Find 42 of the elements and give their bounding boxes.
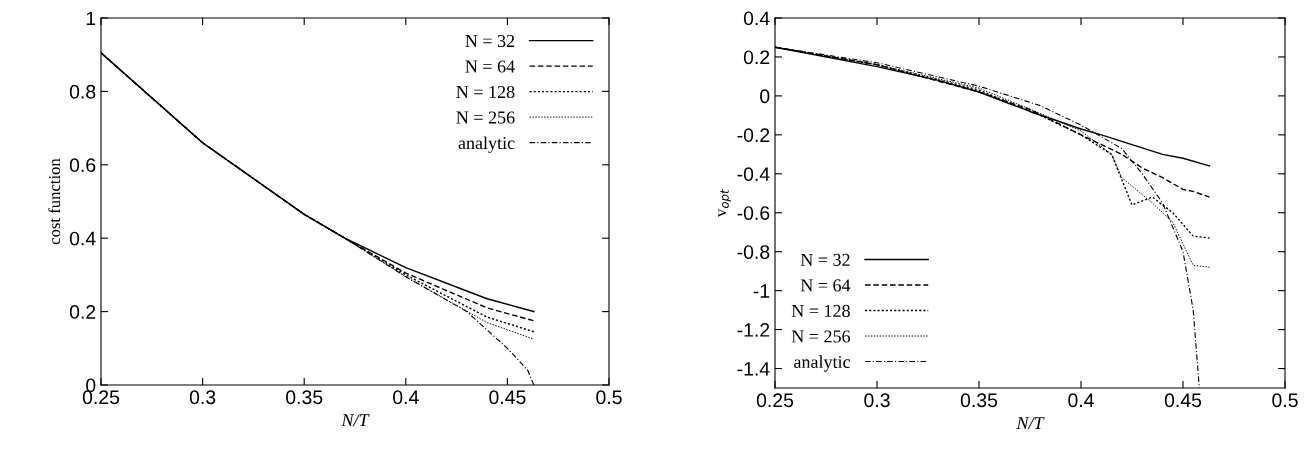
y-tick-label: -1 [753, 284, 770, 298]
y-tick-label: 0.2 [743, 50, 770, 65]
y-tick-label: 0.8 [69, 84, 96, 99]
y-tick-label: 0 [760, 89, 770, 104]
y-tick-label: -1.4 [737, 362, 770, 376]
x-tick-label: 0.25 [82, 390, 120, 405]
legend-label: N = 128 [791, 304, 850, 318]
x-tick-label: 0.35 [960, 393, 998, 408]
x-tick-label: 0.3 [189, 390, 216, 405]
y-tick-label: 0 [86, 378, 96, 393]
legend-label: N = 64 [465, 60, 515, 73]
y-tick-label: -0.2 [737, 128, 770, 143]
y-axis-title: v$_{opt}$ [718, 189, 732, 218]
legend-label: N = 128 [456, 85, 515, 99]
y-axis-title: cost function [48, 158, 61, 245]
x-tick-label: 0.25 [756, 393, 794, 408]
x-tick-label: 0.5 [596, 390, 622, 405]
y-tick-label: 0.4 [743, 11, 770, 26]
x-tick-label: 0.35 [286, 390, 323, 405]
legend-label: N = 64 [800, 279, 851, 292]
y-tick-label: -0.8 [737, 245, 770, 259]
y-tick-label: -1.2 [737, 323, 770, 337]
legend-label: analytic [794, 355, 851, 372]
legend-label: N = 256 [456, 111, 515, 124]
y-tick-label: -0.4 [737, 167, 770, 182]
x-tick-label: 0.4 [393, 390, 419, 405]
x-axis-title: N/T [1016, 417, 1045, 430]
x-axis-title: N/T [341, 414, 370, 427]
y-tick-label: 0.2 [69, 305, 96, 319]
x-tick-label: 0.4 [1068, 393, 1094, 408]
legend-label: N = 32 [465, 34, 515, 48]
x-tick-label: 0.45 [1164, 393, 1202, 408]
x-tick-label: 0.45 [489, 390, 526, 405]
x-tick-label: 0.5 [1272, 393, 1298, 408]
legend-label: N = 256 [791, 330, 851, 343]
y-tick-label: 0.4 [69, 231, 96, 246]
x-tick-label: 0.3 [864, 393, 890, 408]
legend-label: N = 32 [800, 253, 850, 266]
legend-label: analytic [458, 136, 515, 153]
y-tick-label: 0.6 [69, 158, 96, 173]
y-tick-label: 1 [86, 11, 96, 26]
y-tick-label: -0.6 [737, 206, 770, 220]
